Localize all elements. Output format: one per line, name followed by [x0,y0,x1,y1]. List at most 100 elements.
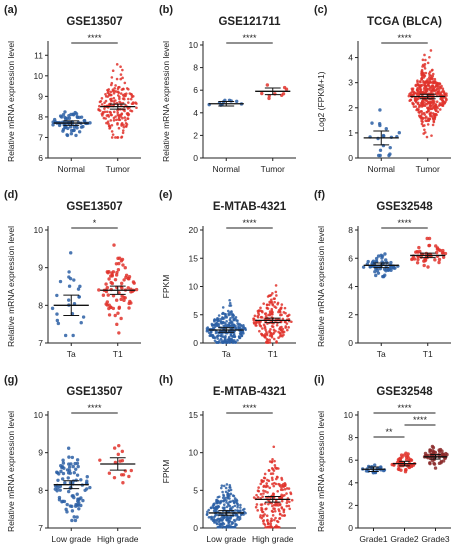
data-point [406,456,411,460]
data-point [116,94,120,97]
data-point [221,496,225,500]
data-point [235,319,238,322]
data-point [97,288,101,292]
data-point [58,114,63,118]
data-point [444,451,448,456]
data-point [234,324,237,328]
data-point [264,525,267,529]
data-point [259,315,263,319]
data-point [104,302,108,306]
data-point [280,506,284,510]
x-tick-label: Ta [67,349,76,359]
data-point [113,313,117,318]
data-point [259,306,262,310]
data-point [271,510,275,513]
data-point [209,506,213,509]
data-point [131,280,136,284]
data-point [271,313,274,316]
data-point [262,519,266,522]
data-point [78,284,82,289]
data-point [104,282,108,286]
y-tick-label: 8 [38,485,43,495]
data-point [215,522,219,526]
y-axis-label: Relative mRNA expression level [6,41,16,162]
data-point [67,284,72,288]
data-point [421,112,424,116]
data-point [116,311,120,315]
data-point [283,488,287,491]
chart-title: GSE121711 [218,16,281,28]
data-point [278,503,282,507]
data-point [225,483,229,486]
data-point [216,337,219,340]
data-point [67,465,72,469]
data-point [287,326,290,329]
data-point [88,485,92,490]
data-point [262,522,266,525]
data-point [264,490,267,493]
data-point [225,320,228,323]
data-point [105,114,109,117]
data-point [443,92,446,96]
data-point [388,145,392,150]
data-point [127,275,132,279]
data-point [265,306,269,310]
data-point [227,313,231,317]
data-point [121,481,125,485]
data-point [230,320,234,324]
data-point [255,493,258,497]
data-point [265,482,268,485]
data-point [224,335,227,338]
data-point [70,518,74,523]
data-point [257,309,261,312]
x-tick-label: Tumor [106,164,130,174]
data-point [227,323,230,327]
data-point [283,482,287,485]
data-point [374,259,379,264]
data-point [432,120,436,124]
panel-6: (f) GSE32548 Relative mRNA expression leve… [314,189,451,359]
data-point [280,496,284,500]
data-point [271,458,274,461]
data-point [270,298,273,302]
data-point [414,250,418,254]
data-point [416,257,420,262]
data-point [110,97,113,101]
x-tick-label: High grade [252,534,294,544]
data-point [278,517,282,520]
data-point [112,110,116,114]
data-point [229,516,232,520]
data-point [280,303,284,306]
data-point [415,261,420,265]
panel-4: (d) GSE13507 Relative mRNA expression leve… [4,189,141,359]
data-point [108,94,111,97]
data-point [420,77,424,81]
data-point [211,326,215,330]
data-point [423,451,428,456]
data-point [262,476,266,480]
data-point [70,509,75,513]
data-point [211,335,215,339]
data-point [414,105,418,108]
data-point [110,93,113,97]
y-tick-label: 3 [348,78,353,88]
data-point [232,314,236,317]
data-point [381,143,386,148]
data-point [257,311,260,315]
data-point [441,89,445,92]
panel-label: (g) [4,374,18,386]
data-point [122,125,126,129]
data-point [56,486,60,490]
x-tick-label: Normal [58,164,86,174]
data-point [230,525,234,529]
data-point [259,324,263,328]
data-point [74,133,78,138]
panel-label: (e) [159,189,173,201]
data-point [76,287,81,291]
data-point [384,127,388,131]
data-point [268,338,272,342]
data-point [114,136,117,139]
data-point [98,100,102,104]
data-point [72,471,76,475]
